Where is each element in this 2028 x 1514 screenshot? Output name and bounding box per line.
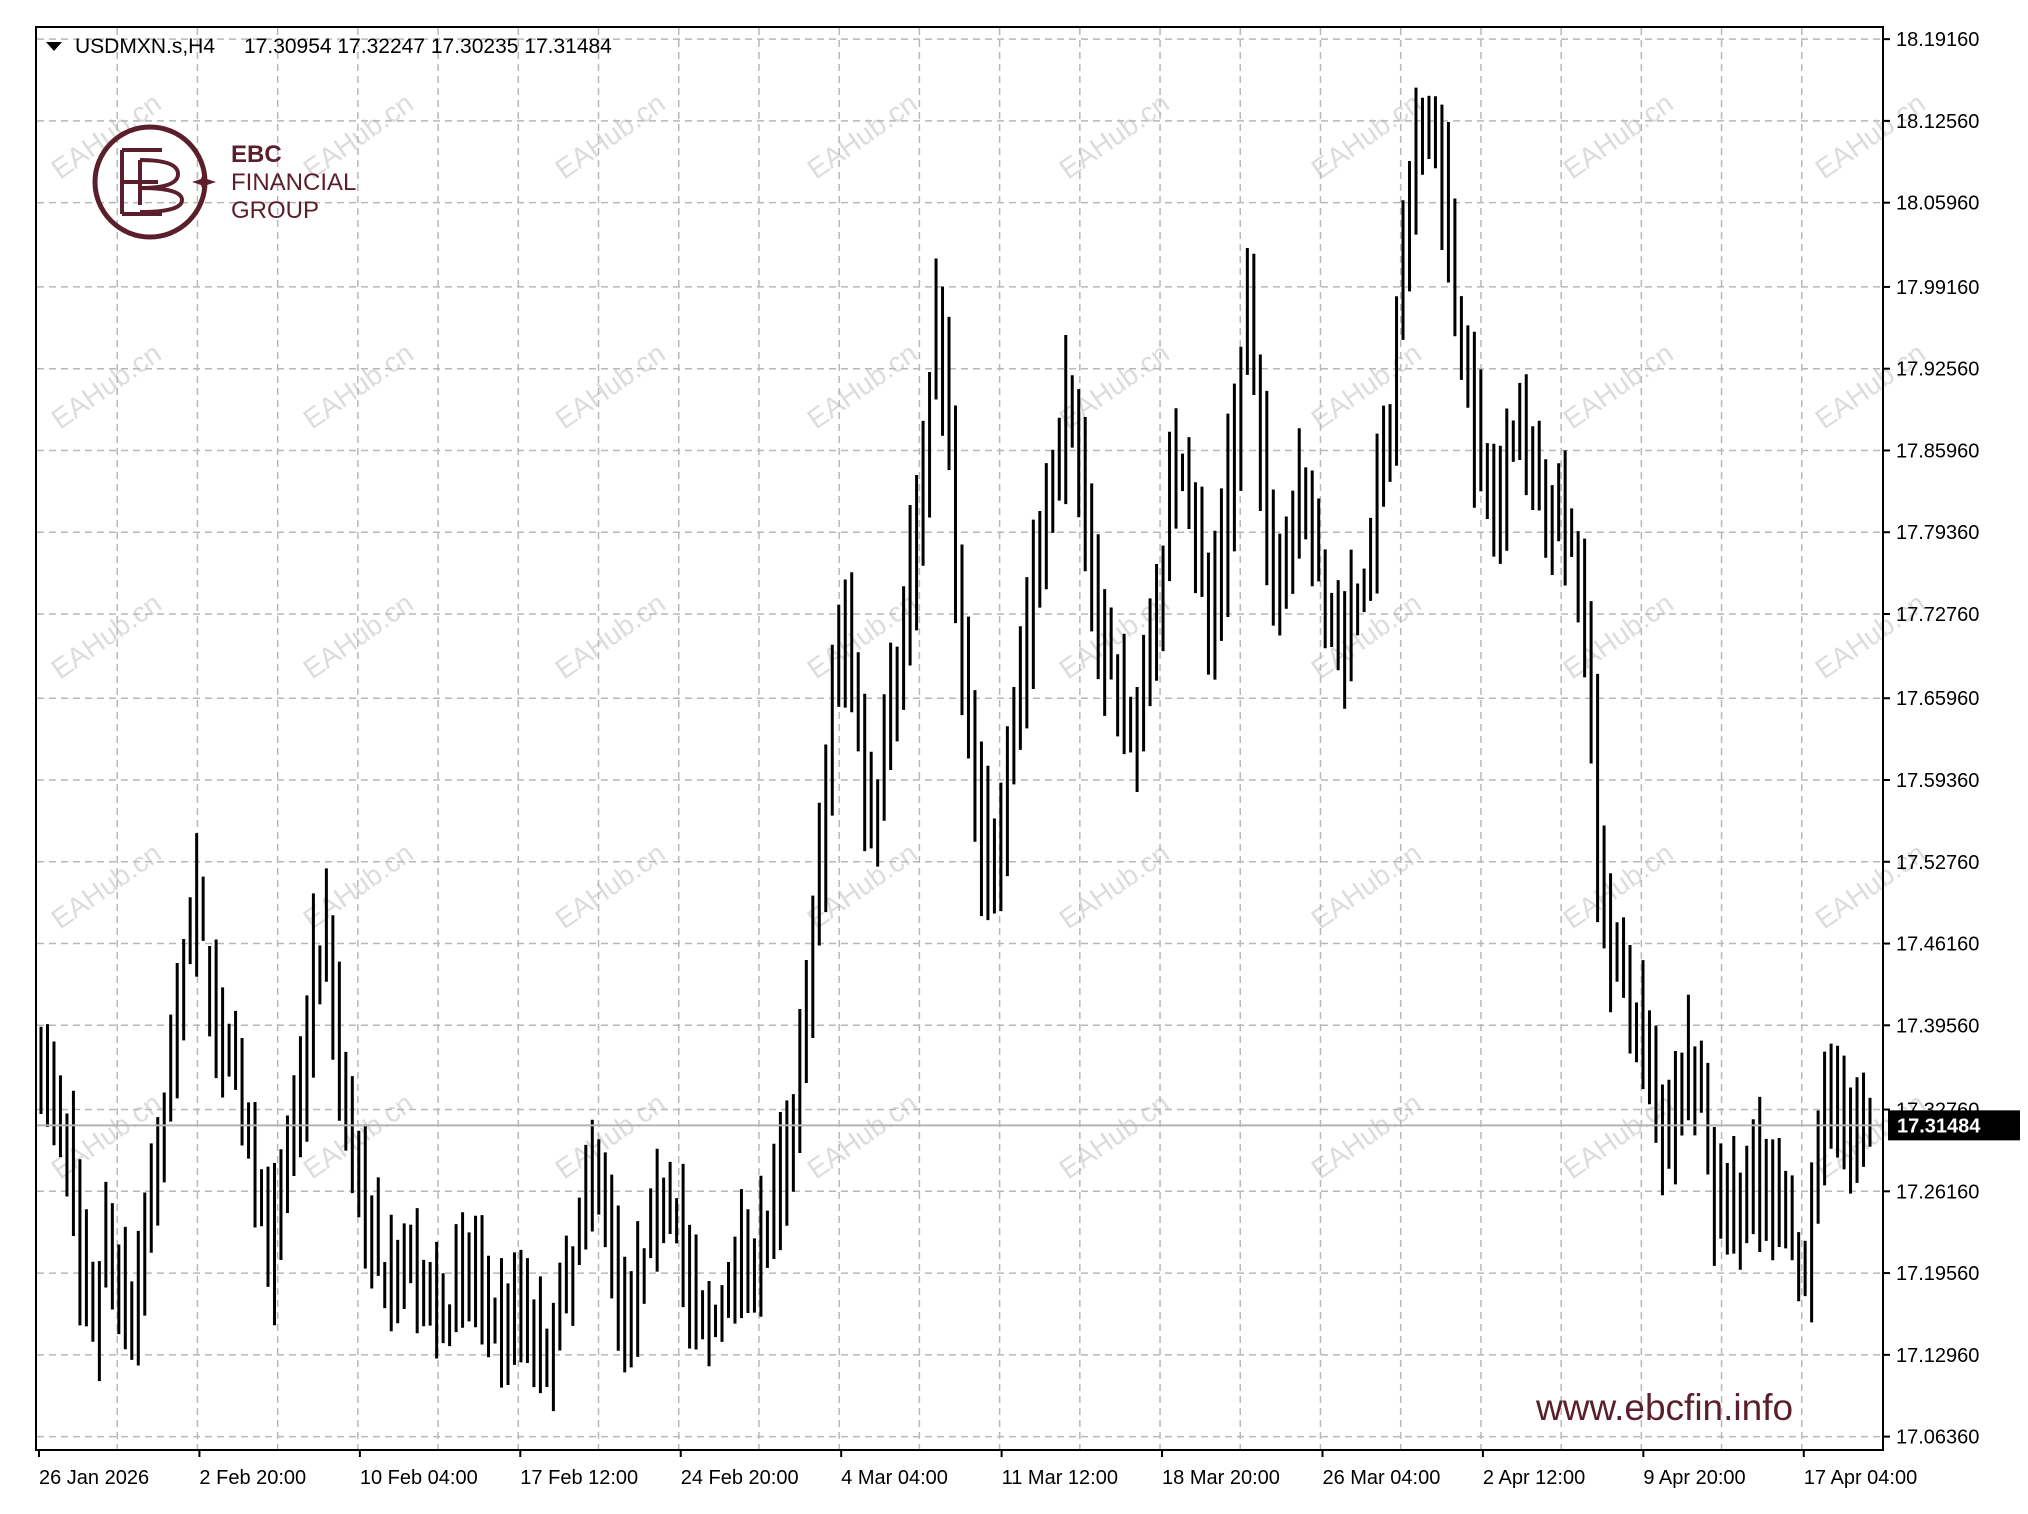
logo-line-1: EBC: [231, 141, 282, 168]
ebc-logo: EBC FINANCIAL GROUP: [92, 124, 356, 240]
watermark-text: EAHub.cn: [46, 337, 167, 435]
x-tick-label: 26 Mar 04:00: [1322, 1467, 1440, 1489]
watermark-text: EAHub.cn: [802, 337, 923, 435]
y-tick-label: 17.46160: [1896, 934, 1979, 956]
watermark-text: EAHub.cn: [1558, 837, 1679, 935]
y-tick-label: 17.12960: [1896, 1345, 1979, 1367]
price-axis[interactable]: 18.19160 18.12560 18.05960 17.99160 17.92560…: [1882, 29, 1979, 1449]
x-tick-label: 9 Apr 20:00: [1643, 1467, 1745, 1489]
y-tick-label: 17.99160: [1896, 277, 1979, 299]
symbol-label: USDMXN.s,H4: [75, 35, 215, 58]
plot-frame: [35, 26, 1884, 1451]
watermark-text: EAHub.cn: [1054, 87, 1175, 185]
ohlc-bars: [39, 87, 1872, 1412]
watermark-text: EAHub.cn: [550, 87, 671, 185]
watermark-text: EAHub.cn: [1054, 1087, 1175, 1185]
logo-line-2: FINANCIAL: [231, 169, 356, 196]
watermark-text: EAHub.cn: [550, 337, 671, 435]
x-tick-label: 18 Mar 20:00: [1162, 1467, 1280, 1489]
watermark-text: EAHub.cn: [1054, 837, 1175, 935]
x-tick-label: 26 Jan 2026: [39, 1467, 149, 1489]
watermark-text: EAHub.cn: [1558, 337, 1679, 435]
y-tick-label: 17.92560: [1896, 359, 1979, 381]
logo-line-3: GROUP: [231, 197, 319, 224]
current-price-label: 17.31484: [1897, 1115, 1981, 1137]
watermark-text: EAHub.cn: [802, 1087, 923, 1185]
watermark-text: EAHub.cn: [550, 587, 671, 685]
x-tick-label: 17 Apr 04:00: [1804, 1467, 1917, 1489]
current-price-tag: [1888, 1110, 2020, 1141]
x-tick-label: 11 Mar 12:00: [1002, 1467, 1118, 1489]
watermark-text: EAHub.cn: [1558, 1087, 1679, 1185]
watermark-text: EAHub.cn: [46, 1087, 167, 1185]
y-tick-label: 17.52760: [1896, 852, 1979, 874]
watermark-text: EAHub.cn: [46, 87, 167, 185]
y-tick-label: 17.79360: [1896, 522, 1979, 544]
x-tick-label: 2 Apr 12:00: [1483, 1467, 1585, 1489]
y-tick-label: 17.19560: [1896, 1263, 1979, 1285]
time-axis[interactable]: 26 Jan 2026 2 Feb 20:00 10 Feb 04:00 17 Feb…: [38, 1449, 1917, 1489]
watermark-text: EAHub.cn: [1306, 337, 1427, 435]
x-tick-label: 10 Feb 04:00: [360, 1467, 478, 1489]
watermark-text: EAHub.cn: [802, 87, 923, 185]
watermark-layer: EAHub.cn EAHub.cn EAHub.cn EAHub.cn EAHub.cn…: [46, 87, 1931, 1185]
price-tag: 17.31484: [1888, 1110, 2020, 1141]
y-tick-label: 17.59360: [1896, 770, 1979, 792]
logo-sparkle-icon: [192, 170, 216, 194]
watermark-text: EAHub.cn: [550, 837, 671, 935]
x-tick-label: 24 Feb 20:00: [681, 1467, 799, 1489]
watermark-text: EAHub.cn: [46, 587, 167, 685]
watermark-text: EAHub.cn: [1810, 87, 1931, 185]
watermark-text: EAHub.cn: [46, 837, 167, 935]
website-url: www.ebcfin.info: [1535, 1387, 1793, 1428]
x-tick-label: 17 Feb 12:00: [520, 1467, 638, 1489]
watermark-text: EAHub.cn: [1810, 587, 1931, 685]
dropdown-arrow-icon[interactable]: [46, 42, 62, 51]
watermark-text: EAHub.cn: [1306, 1087, 1427, 1185]
watermark-text: EAHub.cn: [550, 1087, 671, 1185]
y-tick-label: 18.19160: [1896, 29, 1979, 51]
chart-header[interactable]: USDMXN.s,H4 17.30954 17.32247 17.30235 1…: [46, 35, 612, 58]
y-tick-label: 17.06360: [1896, 1427, 1979, 1449]
y-tick-label: 17.65960: [1896, 688, 1979, 710]
logo-monogram-icon: [120, 148, 185, 216]
y-tick-label: 17.39560: [1896, 1015, 1979, 1037]
ohlc-readout: 17.30954 17.32247 17.30235 17.31484: [244, 35, 612, 58]
y-tick-label: 17.72760: [1896, 604, 1979, 626]
y-tick-label: 18.12560: [1896, 111, 1979, 133]
y-tick-label: 17.85960: [1896, 440, 1979, 462]
watermark-text: EAHub.cn: [1810, 337, 1931, 435]
watermark-text: EAHub.cn: [1558, 87, 1679, 185]
y-tick-label: 18.05960: [1896, 193, 1979, 215]
x-tick-label: 2 Feb 20:00: [199, 1467, 306, 1489]
x-tick-label: 4 Mar 04:00: [841, 1467, 948, 1489]
watermark-text: EAHub.cn: [298, 337, 419, 435]
y-tick-label: 17.26160: [1896, 1181, 1979, 1203]
watermark-text: EAHub.cn: [1306, 837, 1427, 935]
watermark-text: EAHub.cn: [1558, 587, 1679, 685]
chart-grid: [37, 28, 1882, 1449]
